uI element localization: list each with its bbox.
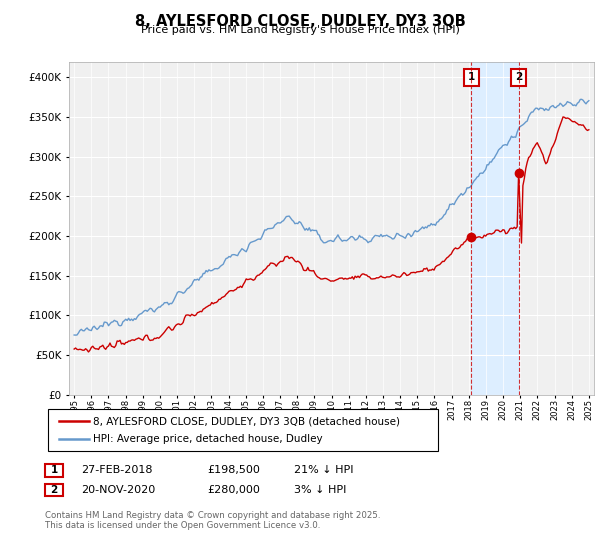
Text: Price paid vs. HM Land Registry's House Price Index (HPI): Price paid vs. HM Land Registry's House …: [140, 25, 460, 35]
Text: 3% ↓ HPI: 3% ↓ HPI: [294, 485, 346, 495]
Text: 20-NOV-2020: 20-NOV-2020: [81, 485, 155, 495]
Text: £198,500: £198,500: [207, 465, 260, 475]
Text: 8, AYLESFORD CLOSE, DUDLEY, DY3 3QB: 8, AYLESFORD CLOSE, DUDLEY, DY3 3QB: [134, 14, 466, 29]
Text: Contains HM Land Registry data © Crown copyright and database right 2025.
This d: Contains HM Land Registry data © Crown c…: [45, 511, 380, 530]
Text: £280,000: £280,000: [207, 485, 260, 495]
Text: 27-FEB-2018: 27-FEB-2018: [81, 465, 152, 475]
Text: HPI: Average price, detached house, Dudley: HPI: Average price, detached house, Dudl…: [93, 434, 323, 444]
Text: 1: 1: [468, 72, 475, 82]
Text: 1: 1: [50, 465, 58, 475]
Text: 21% ↓ HPI: 21% ↓ HPI: [294, 465, 353, 475]
Text: 8, AYLESFORD CLOSE, DUDLEY, DY3 3QB (detached house): 8, AYLESFORD CLOSE, DUDLEY, DY3 3QB (det…: [93, 417, 400, 426]
Bar: [472, 62, 518, 395]
Text: 2: 2: [515, 72, 522, 82]
Text: 2: 2: [50, 485, 58, 495]
